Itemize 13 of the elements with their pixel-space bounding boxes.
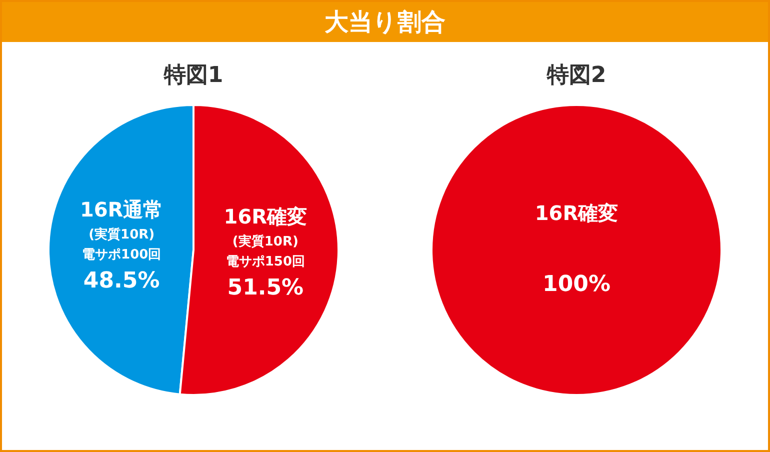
text: (実質10R): [88, 228, 155, 243]
text: (実質10R): [232, 234, 298, 250]
chart-subtitle: 特図2: [546, 63, 606, 88]
data-label: 51.5%: [227, 275, 304, 300]
slice-label: 16R確変: [534, 201, 618, 225]
data-label: 48.5%: [83, 268, 160, 294]
text: 電サポ100回: [82, 248, 162, 263]
slice-label: 16R通常: [80, 198, 164, 222]
chart-subtitle: 特図1: [162, 63, 224, 88]
data-label: 100%: [542, 272, 610, 297]
slice-label: 16R確変: [224, 204, 308, 228]
chart-title: 大当り割合: [2, 2, 768, 42]
text: 電サポ150回: [226, 254, 305, 270]
